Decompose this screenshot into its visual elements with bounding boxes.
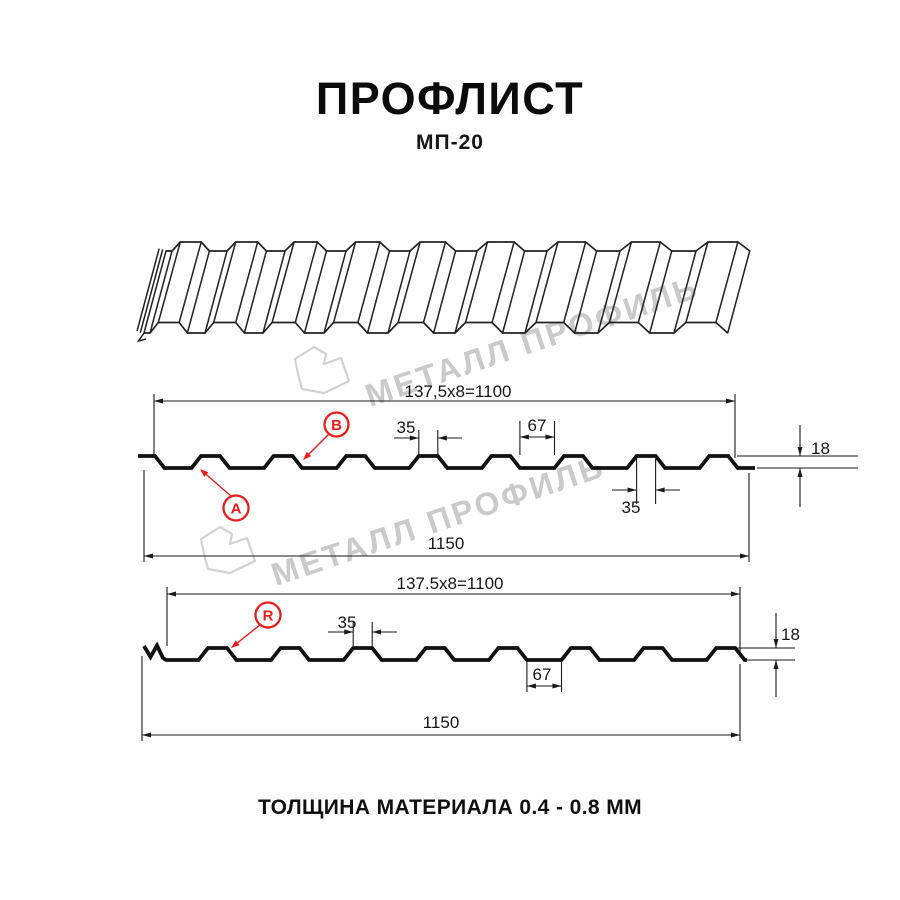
- sheet-3d-view: [136, 241, 751, 343]
- dimension-lines: [143, 394, 858, 562]
- label-b-badge: [323, 411, 350, 438]
- dim-overall-width-label: 1150: [428, 534, 465, 553]
- label-b-letter: B: [331, 417, 342, 434]
- dim-pitch-label: 137.5x8=1100: [397, 574, 504, 593]
- dim-pitch-label: 137,5x8=1100: [405, 382, 512, 401]
- dim-rib-width-label: 35: [397, 418, 416, 437]
- cross-section-bottom: 137.5x8=1100 35 67 18 1150 R: [141, 574, 800, 741]
- dim-lower-rib-width-label: 35: [622, 498, 641, 517]
- label-r-letter: R: [263, 608, 274, 625]
- label-r-badge: [254, 601, 282, 629]
- dimension-lines: [141, 587, 795, 741]
- dim-height-label: 18: [811, 439, 830, 458]
- metal-profil-logo-icon: [293, 345, 351, 395]
- leader-arrows: [231, 623, 261, 648]
- label-a-badge: [222, 494, 250, 522]
- profile-outline: [142, 641, 747, 662]
- metal-profil-logo-icon: [199, 525, 257, 575]
- page-subtitle: МП-20: [416, 131, 484, 154]
- page-title: ПРОФЛИСТ: [316, 73, 584, 124]
- cross-section-top: 137,5x8=1100 35 67 18 35 1150 A B: [138, 382, 858, 562]
- dim-overall-width-label: 1150: [423, 713, 460, 732]
- dim-height-label: 18: [781, 625, 800, 644]
- label-a-letter: A: [231, 501, 242, 518]
- thickness-note: ТОЛЩИНА МАТЕРИАЛА 0.4 - 0.8 ММ: [258, 796, 642, 819]
- profile-outline: [138, 454, 755, 470]
- dim-rib-width-label: 35: [338, 613, 357, 632]
- leader-arrows: [200, 432, 331, 498]
- dim-valley-width-label: 67: [528, 416, 547, 435]
- dim-valley-width-label: 67: [533, 665, 552, 684]
